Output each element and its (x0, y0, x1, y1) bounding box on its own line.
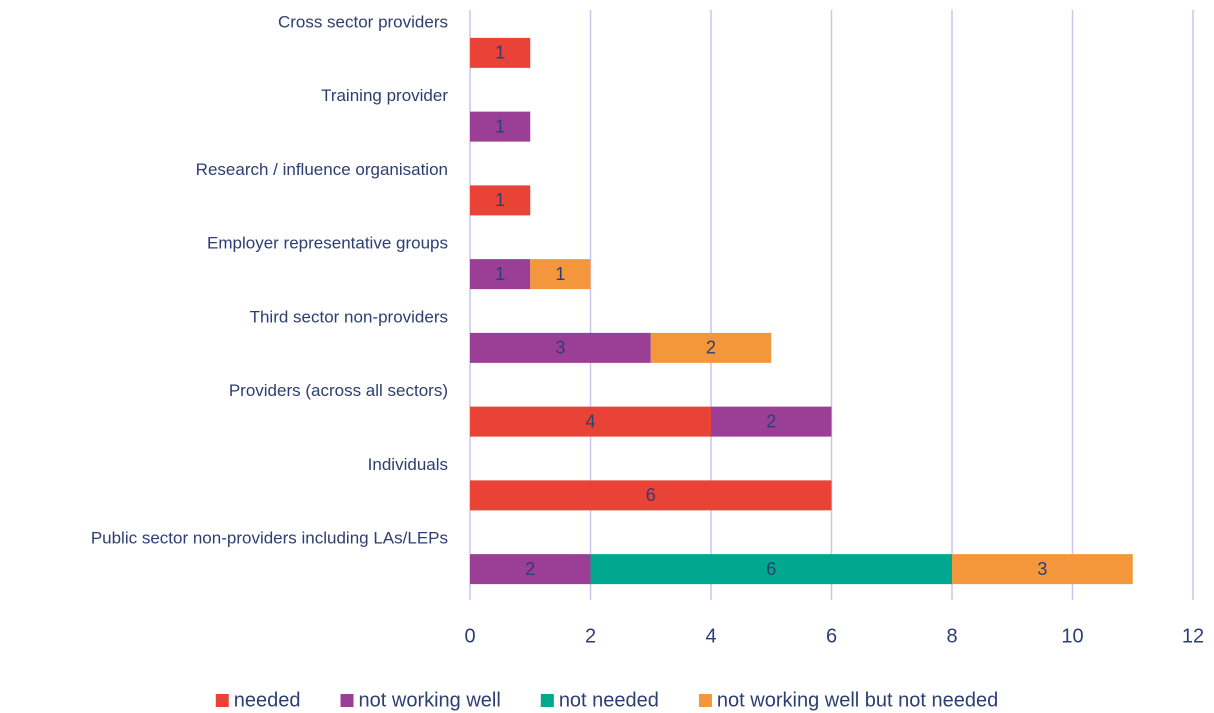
data-label: 2 (766, 411, 776, 431)
bar-segment (530, 259, 591, 290)
category-label: Research / influence organisation (196, 160, 448, 179)
legend-swatch (698, 694, 712, 707)
legend-swatch (540, 694, 554, 707)
x-tick-label: 4 (705, 625, 716, 647)
legend-label: not working well but not needed (717, 689, 998, 711)
data-label: 1 (555, 264, 565, 284)
category-label: Third sector non-providers (250, 307, 448, 326)
bar-segment (650, 332, 772, 363)
data-label: 1 (495, 264, 505, 284)
category-label: Cross sector providers (278, 12, 448, 31)
bar-segment (590, 554, 952, 585)
data-label: 2 (525, 559, 535, 579)
data-label: 6 (766, 559, 776, 579)
x-tick-label: 8 (946, 625, 957, 647)
category-label: Employer representative groups (207, 234, 448, 253)
bar-segment (711, 406, 832, 437)
bar-segment (470, 185, 531, 216)
data-label: 2 (706, 338, 716, 358)
bar-segment (470, 332, 651, 363)
legend-label: needed (234, 689, 301, 711)
legend-swatch (215, 694, 229, 707)
data-label: 6 (646, 485, 656, 505)
x-tick-label: 12 (1182, 625, 1204, 647)
category-label: Individuals (368, 455, 448, 474)
bar-segment (952, 554, 1133, 585)
bar-segment (470, 554, 591, 585)
category-label: Public sector non-providers including LA… (91, 529, 448, 548)
x-tick-label: 0 (464, 625, 475, 647)
x-tick-label: 2 (585, 625, 596, 647)
bar-segment (470, 111, 531, 142)
data-label: 1 (495, 43, 505, 63)
bar-segment (470, 406, 711, 437)
bar-segment (470, 37, 531, 68)
legend-swatch (340, 694, 354, 707)
data-label: 1 (495, 190, 505, 210)
data-label: 3 (1037, 559, 1047, 579)
legend-label: not working well (359, 689, 501, 711)
bar-segment (470, 259, 531, 290)
x-tick-label: 10 (1061, 625, 1083, 647)
category-label: Providers (across all sectors) (229, 381, 448, 400)
data-label: 1 (495, 116, 505, 136)
category-label: Training provider (321, 86, 448, 105)
x-tick-label: 6 (826, 625, 837, 647)
legend-label: not needed (559, 689, 659, 711)
data-label: 3 (555, 338, 565, 358)
bar-segment (470, 480, 832, 511)
data-label: 4 (585, 411, 595, 431)
